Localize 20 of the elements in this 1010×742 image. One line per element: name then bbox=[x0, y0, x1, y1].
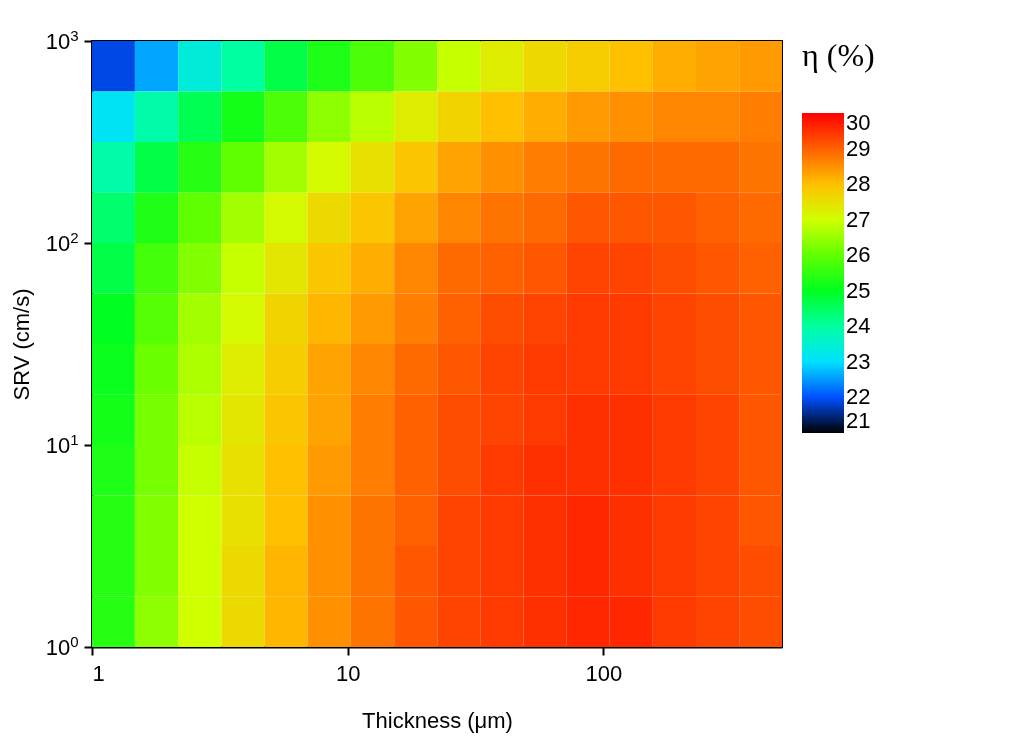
color-bar-title: η (%) bbox=[802, 37, 875, 73]
y-axis-title: SRV (cm/s) bbox=[9, 288, 35, 401]
color-bar-label: 29 bbox=[846, 135, 871, 161]
x-tick-label: 1 bbox=[92, 660, 105, 686]
color-bar-label: 26 bbox=[846, 242, 871, 268]
x-tick-label: 100 bbox=[585, 660, 623, 686]
color-bar-label: 30 bbox=[846, 110, 871, 135]
y-tick-label: 10$^{0}$ bbox=[45, 632, 79, 660]
color-bar-label: 25 bbox=[846, 277, 871, 303]
color-bar-label: 24 bbox=[846, 313, 871, 339]
color-bar-label: 23 bbox=[846, 348, 871, 374]
color-bar-label: 21 bbox=[846, 408, 871, 433]
color-bar-label: 22 bbox=[846, 384, 871, 410]
x-axis-title: Thickness (μm) bbox=[362, 707, 513, 733]
y-tick-label: 10$^{2}$ bbox=[45, 228, 79, 256]
color-bar-label: 27 bbox=[846, 206, 871, 232]
x-tick-label: 10 bbox=[335, 660, 361, 686]
y-tick-label: 10$^{1}$ bbox=[45, 430, 79, 458]
color-bar-label: 28 bbox=[846, 171, 871, 197]
y-tick-label: 10$^{3}$ bbox=[45, 26, 79, 54]
